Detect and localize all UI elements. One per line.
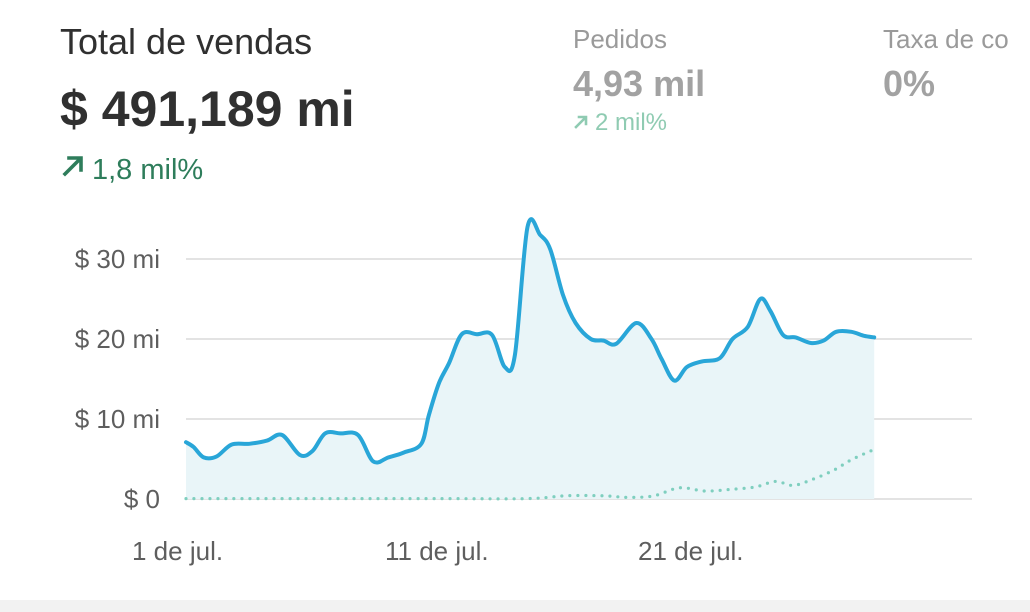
bottom-divider	[0, 600, 1030, 612]
metric-label: Total de vendas	[60, 21, 313, 62]
metric-change-text: 2 mil%	[595, 109, 668, 136]
x-tick-label: 21 de jul.	[638, 536, 744, 566]
chart-series	[184, 217, 877, 501]
x-axis-labels: 1 de jul. 11 de jul. 21 de jul.	[132, 536, 744, 566]
metric-orders[interactable]: Pedidos 4,93 mil 2 mil%	[573, 22, 705, 138]
metric-value: $ 491,189 mi	[60, 81, 355, 137]
y-axis-labels: $ 0 $ 10 mi $ 20 mi $ 30 mi	[75, 244, 160, 514]
y-tick-label: $ 30 mi	[75, 244, 160, 274]
metric-conversion-rate[interactable]: Taxa de co 0%	[883, 22, 1009, 106]
metric-label: Taxa de co	[883, 24, 1009, 54]
x-tick-label: 11 de jul.	[385, 536, 489, 566]
y-tick-label: $ 20 mi	[75, 324, 160, 354]
metric-value: 0%	[883, 63, 936, 104]
y-tick-label: $ 10 mi	[75, 404, 160, 434]
metric-change: 1,8 mil%	[60, 152, 355, 188]
metrics-header: Total de vendas $ 491,189 mi 1,8 mil% Pe…	[0, 0, 1030, 200]
metric-change-text: 1,8 mil%	[92, 154, 204, 186]
metric-label: Pedidos	[573, 24, 667, 54]
sales-area-fill	[186, 219, 875, 499]
metric-total-sales[interactable]: Total de vendas $ 491,189 mi 1,8 mil%	[60, 20, 355, 188]
sales-line[interactable]	[184, 217, 877, 465]
x-tick-label: 1 de jul.	[132, 536, 223, 566]
arrow-up-right-icon	[573, 108, 589, 138]
y-tick-label: $ 0	[124, 484, 160, 514]
comparison-line[interactable]	[184, 447, 876, 501]
arrow-up-right-icon	[60, 152, 86, 188]
metric-value: 4,93 mil	[573, 63, 706, 104]
metric-change: 2 mil%	[573, 108, 705, 138]
